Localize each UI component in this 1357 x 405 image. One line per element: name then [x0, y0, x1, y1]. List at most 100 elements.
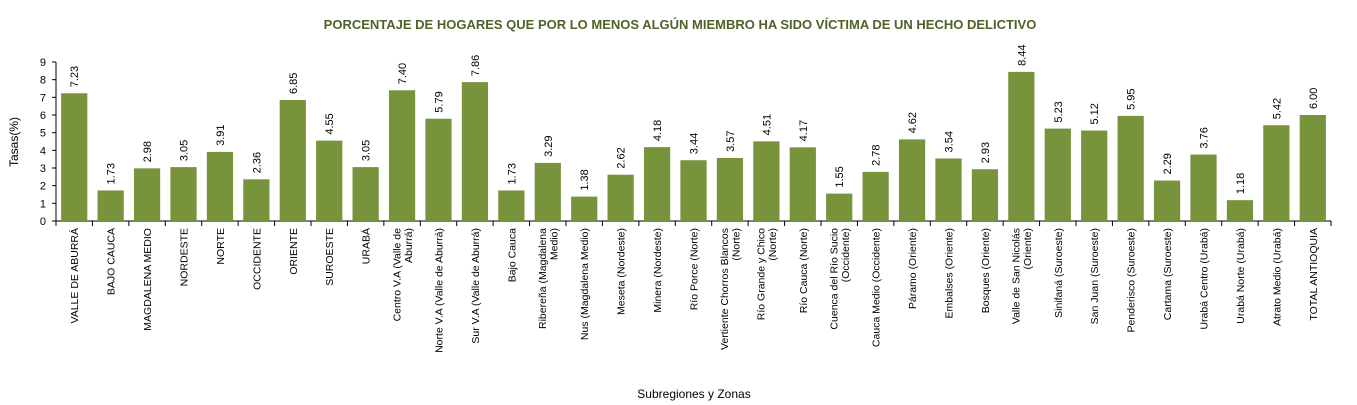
data-label: 3.05: [179, 140, 191, 161]
y-tick-label: 5: [40, 128, 46, 140]
category-label: NORTE: [215, 228, 227, 265]
data-label: 2.93: [980, 142, 992, 163]
category-label: (Norte): [767, 228, 779, 261]
data-label: 3.91: [215, 125, 227, 146]
data-label: 7.40: [397, 63, 409, 84]
category-label: Río Grande y Chico: [756, 228, 768, 320]
category-label: TOTAL ANTIOQUIA: [1308, 228, 1320, 321]
data-label: 6.00: [1308, 88, 1320, 109]
bar: [1299, 115, 1326, 221]
bar: [425, 118, 452, 221]
category-label: Río Cauca (Norte): [798, 228, 810, 313]
data-label: 5.79: [434, 91, 446, 112]
bar: [607, 174, 634, 221]
data-label: 2.78: [871, 144, 883, 165]
data-label: 2.62: [616, 147, 628, 168]
bar: [1117, 115, 1144, 221]
category-label: Urabá Norte (Urabá): [1235, 228, 1247, 324]
category-label: Sinifaná (Suroeste): [1053, 228, 1065, 318]
data-label: 2.29: [1162, 153, 1174, 174]
y-tick-label: 0: [40, 216, 46, 228]
data-label: 3.05: [361, 140, 373, 161]
y-tick-label: 1: [40, 198, 46, 210]
data-label: 5.95: [1126, 88, 1138, 109]
bar: [753, 141, 780, 221]
bar: [61, 93, 88, 221]
category-label: Río Porce (Norte): [689, 228, 701, 310]
bar: [170, 167, 197, 221]
category-label: Ribereña (Magdalena: [537, 228, 549, 329]
category-label: San Juan (Suroeste): [1089, 228, 1101, 324]
bar: [97, 190, 124, 221]
chart-title: PORCENTAJE DE HOGARES QUE POR LO MENOS A…: [324, 17, 1037, 32]
y-tick-label: 8: [40, 75, 46, 87]
data-label: 4.18: [652, 120, 664, 141]
data-label: 7.23: [69, 66, 81, 87]
category-label: Páramo (Oriente): [907, 228, 919, 309]
data-label: 5.42: [1271, 98, 1283, 119]
data-label: 3.29: [543, 135, 555, 156]
data-label: 4.17: [798, 120, 810, 141]
data-label: 1.55: [834, 166, 846, 187]
category-label: Cauca Medio (Occidente): [871, 228, 883, 347]
data-label: 8.44: [1016, 44, 1028, 65]
category-label: SUROESTE: [324, 228, 336, 286]
data-label: 3.44: [689, 133, 701, 154]
bar: [1263, 125, 1290, 221]
category-label: Penderisco (Suroeste): [1126, 228, 1138, 332]
data-label: 3.54: [944, 131, 956, 152]
bar: [498, 190, 525, 221]
category-label: Bajo Cauca: [506, 228, 518, 282]
data-label: 3.57: [725, 131, 737, 152]
category-label: VALLE DE ABURRÁ: [68, 228, 81, 324]
bar: [316, 140, 343, 221]
bar: [1044, 128, 1071, 221]
x-axis-title: Subregiones y Zonas: [637, 387, 750, 401]
category-label: Cuenca del Río Sucio: [828, 228, 840, 330]
bar: [461, 82, 489, 221]
bar: [571, 196, 598, 221]
category-label: Urabá Centro (Urabá): [1199, 228, 1211, 330]
y-tick-label: 4: [40, 145, 46, 157]
category-label: Aburrá): [403, 228, 415, 263]
bar: [1190, 154, 1217, 221]
bar: [789, 147, 816, 221]
data-label: 4.55: [324, 113, 336, 134]
bar: [862, 171, 889, 221]
bar: [534, 162, 561, 221]
category-label: (Oriente): [1022, 228, 1034, 269]
plot-area: 0 1 2 3 4 5 6 7 8 9 7.23 VALLE DE ABURRÁ 1.73 BAJO CA…: [40, 44, 1332, 353]
data-label: 1.73: [506, 163, 518, 184]
data-label: 7.86: [470, 55, 482, 76]
data-label: 1.73: [106, 163, 118, 184]
bar: [1081, 130, 1108, 221]
category-label: Atrato Medio (Urabá): [1271, 228, 1283, 326]
bar: [243, 179, 270, 221]
category-label: Valle de San Nicolás: [1011, 228, 1023, 324]
data-label: 5.12: [1089, 103, 1101, 124]
y-tick-label: 9: [40, 57, 46, 69]
bar: [206, 151, 234, 221]
category-label: Centro V.A (Valle de: [391, 228, 403, 322]
category-label: OCCIDENTE: [251, 228, 263, 290]
category-label: URABÁ: [360, 228, 373, 264]
category-label: Sur V.A (Valle de Aburrá): [470, 228, 482, 344]
data-label: 2.36: [251, 152, 263, 173]
category-label: ORIENTE: [288, 228, 300, 275]
y-axis-title: Tasas(%): [7, 117, 21, 167]
bar: [352, 167, 379, 221]
bar: [680, 160, 707, 221]
data-label: 3.76: [1199, 127, 1211, 148]
category-label: Bosques (Oriente): [980, 228, 992, 313]
data-label: 6.85: [288, 73, 300, 94]
y-tick-label: 3: [40, 163, 46, 175]
category-label: Nus (Magdalena Medio): [579, 228, 591, 340]
category-label: Norte V.A (Valle de Aburrá): [434, 228, 446, 353]
bar: [388, 90, 416, 222]
category-label: MAGDALENA MEDIO: [142, 228, 154, 331]
category-label: Minera (Nordeste): [652, 228, 664, 313]
bar: [279, 99, 306, 221]
category-label: Meseta (Nordeste): [616, 228, 628, 315]
category-label: Cartama (Suroeste): [1162, 228, 1174, 320]
bar: [133, 168, 161, 221]
